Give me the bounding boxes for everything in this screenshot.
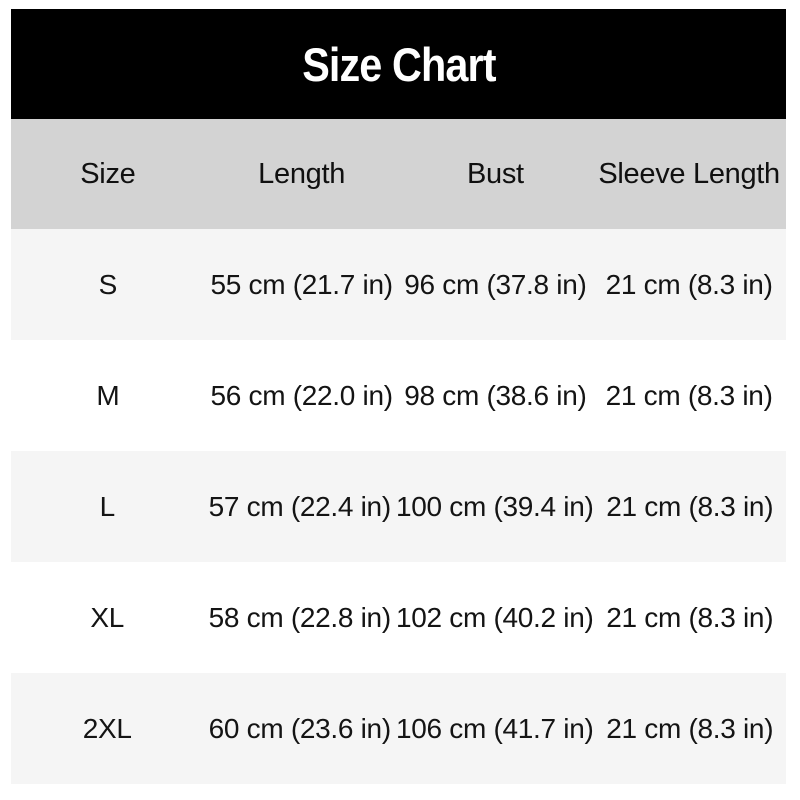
cell-length: 55 cm (21.7 in): [210, 268, 394, 300]
cell-sleeve-length: 21 cm (8.3 in): [605, 268, 773, 300]
cell-bust: 98 cm (38.6 in): [404, 379, 587, 411]
table-row-xl: XL 58 cm (22.8 in) 102 cm (40.2 in) 21 c…: [11, 562, 786, 673]
cell-size: S: [98, 268, 118, 300]
table-header-row: Size Length Bust Sleeve Length: [11, 119, 786, 229]
cell-sleeve-length: 21 cm (8.3 in): [605, 379, 773, 411]
column-header-size: Size: [80, 157, 136, 190]
cell-size: M: [96, 379, 120, 411]
cell-bust: 100 cm (39.4 in): [395, 490, 594, 522]
table-row-m: M 56 cm (22.0 in) 98 cm (38.6 in) 21 cm …: [11, 340, 786, 451]
cell-bust: 106 cm (41.7 in): [395, 712, 594, 744]
cell-sleeve-length: 21 cm (8.3 in): [606, 490, 774, 522]
cell-length: 60 cm (23.6 in): [208, 712, 392, 744]
cell-length: 57 cm (22.4 in): [208, 490, 392, 522]
table-row-s: S 55 cm (21.7 in) 96 cm (37.8 in) 21 cm …: [11, 229, 786, 340]
cell-sleeve-length: 21 cm (8.3 in): [606, 601, 774, 633]
cell-sleeve-length: 21 cm (8.3 in): [606, 712, 774, 744]
cell-size: XL: [90, 601, 125, 633]
cell-size: 2XL: [82, 712, 132, 744]
column-header-length: Length: [258, 157, 346, 190]
cell-size: L: [99, 490, 116, 522]
size-table: Size Length Bust Sleeve Length S 55 cm (…: [11, 119, 786, 784]
table-row-l: L 57 cm (22.4 in) 100 cm (39.4 in) 21 cm…: [11, 451, 786, 562]
cell-bust: 96 cm (37.8 in): [404, 268, 587, 300]
page-title: Size Chart: [301, 37, 496, 91]
column-header-sleeve-length: Sleeve Length: [598, 157, 780, 190]
cell-length: 56 cm (22.0 in): [210, 379, 394, 411]
column-header-bust: Bust: [466, 157, 524, 190]
table-row-2xl: 2XL 60 cm (23.6 in) 106 cm (41.7 in) 21 …: [11, 673, 786, 784]
cell-bust: 102 cm (40.2 in): [395, 601, 594, 633]
cell-length: 58 cm (22.8 in): [208, 601, 392, 633]
size-chart-banner: Size Chart: [11, 9, 786, 119]
